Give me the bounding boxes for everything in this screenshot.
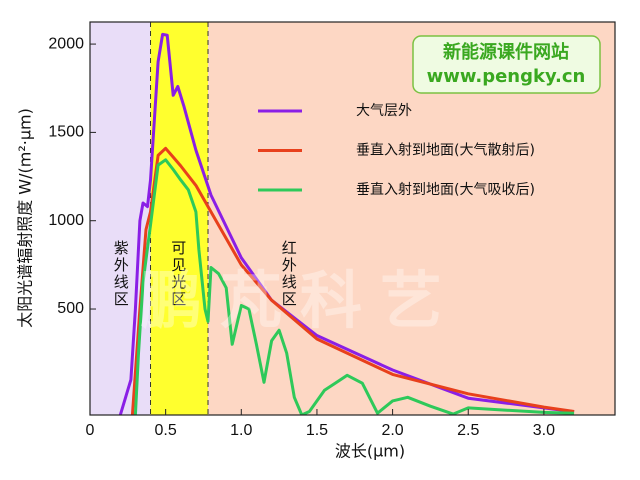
y-axis-label: 太阳光谱辐射照度 W/(m²·μm) [16, 108, 35, 328]
region-label: 可见光区 [169, 240, 187, 308]
watermark-title: 新能源课件网站 [443, 41, 569, 63]
legend-label: 大气层外 [356, 103, 412, 119]
x-tick-label: 0 [86, 422, 95, 439]
y-tick-label: 500 [57, 300, 84, 317]
plot-frame [89, 21, 616, 416]
x-axis-label: 波长(μm) [335, 442, 405, 461]
watermark-stamp: 鹏芃科艺 [140, 264, 460, 337]
region-label: 红外线区 [280, 240, 298, 308]
y-tick-label: 1000 [48, 212, 84, 229]
series-line [130, 146, 575, 415]
watermark-box [412, 35, 601, 94]
x-tick-label: 3.0 [533, 422, 555, 439]
y-tick-label: 2000 [48, 35, 84, 52]
x-tick-label: 0.5 [155, 422, 177, 439]
series-line [133, 158, 575, 415]
x-tick-label: 1.5 [306, 422, 328, 439]
series-line [118, 32, 575, 415]
x-tick-label: 1.0 [230, 422, 252, 439]
x-tick-label: 2.5 [457, 422, 479, 439]
region [150, 22, 209, 415]
y-tick-label: 1500 [48, 124, 84, 141]
legend-label: 垂直入射到地面(大气吸收后) [356, 181, 535, 198]
region-label: 紫外线区 [112, 240, 130, 308]
watermark-url: www.pengky.cn [427, 66, 586, 87]
x-tick-label: 2.0 [381, 422, 403, 439]
legend-label: 垂直入射到地面(大气散射后) [356, 142, 535, 159]
